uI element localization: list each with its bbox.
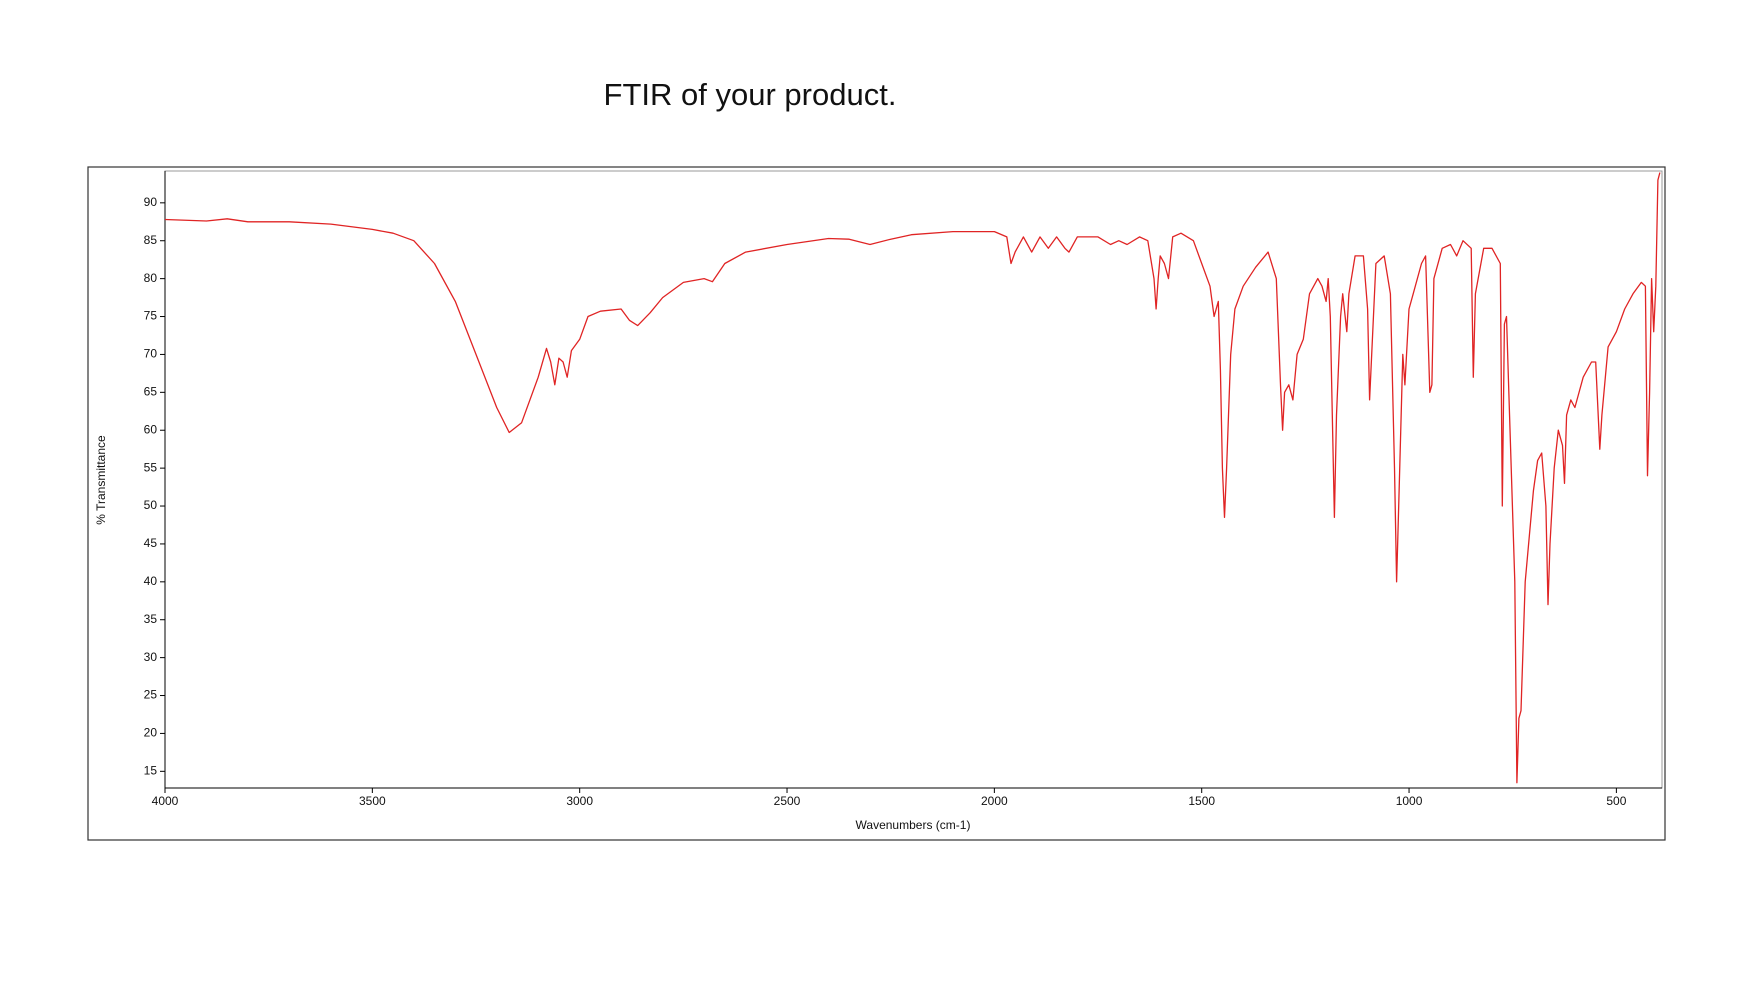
y-axis-label: % Transmittance <box>94 435 108 525</box>
chart-title: FTIR of your product. <box>604 77 897 112</box>
y-tick-label: 80 <box>144 271 158 285</box>
x-tick-label: 2000 <box>981 794 1008 808</box>
y-tick-label: 75 <box>144 309 158 323</box>
x-tick-label: 1500 <box>1188 794 1215 808</box>
y-tick-label: 35 <box>144 612 158 626</box>
y-tick-label: 85 <box>144 233 158 247</box>
y-tick-label: 20 <box>144 726 158 740</box>
x-tick-label: 1000 <box>1396 794 1423 808</box>
y-tick-label: 65 <box>144 385 158 399</box>
y-tick-label: 45 <box>144 536 158 550</box>
x-tick-label: 4000 <box>152 794 179 808</box>
y-tick-label: 30 <box>144 650 158 664</box>
x-tick-label: 3000 <box>566 794 593 808</box>
y-tick-label: 60 <box>144 422 158 436</box>
y-tick-label: 70 <box>144 347 158 361</box>
y-tick-label: 90 <box>144 195 158 209</box>
y-tick-label: 25 <box>144 688 158 702</box>
spectrum-line <box>164 172 1661 784</box>
x-tick-label: 3500 <box>359 794 386 808</box>
y-tick-label: 50 <box>144 498 158 512</box>
x-axis-label: Wavenumbers (cm-1) <box>856 818 971 832</box>
y-tick-label: 15 <box>144 763 158 777</box>
y-tick-label: 40 <box>144 574 158 588</box>
x-tick-label: 500 <box>1606 794 1626 808</box>
y-tick-label: 55 <box>144 460 158 474</box>
chart-frame <box>87 166 1666 841</box>
x-tick-label: 2500 <box>774 794 801 808</box>
